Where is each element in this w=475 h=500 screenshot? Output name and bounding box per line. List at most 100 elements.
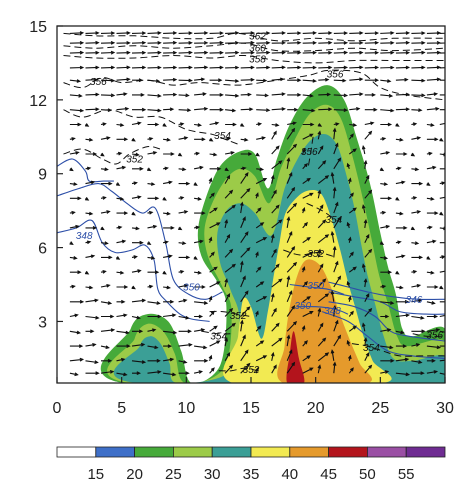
- wind-vector: [208, 236, 213, 243]
- wind-vector: [162, 180, 173, 185]
- wind-vector: [178, 136, 189, 140]
- wind-vector: [317, 337, 327, 347]
- wind-vector: [178, 93, 190, 98]
- wind-vector: [255, 325, 262, 332]
- wind-vector: [162, 240, 169, 245]
- wind-vector: [116, 165, 127, 170]
- wind-vector: [240, 362, 251, 374]
- wind-vector: [178, 31, 193, 35]
- wind-vector: [147, 314, 162, 319]
- wind-vector: [178, 167, 187, 172]
- wind-vector: [318, 107, 333, 112]
- wind-vector: [348, 310, 354, 317]
- wind-vector: [147, 370, 162, 374]
- wind-vector: [101, 255, 113, 260]
- wind-vector: [439, 32, 445, 34]
- wind-vector: [224, 167, 229, 172]
- wind-vector: [69, 40, 85, 45]
- wind-vector: [147, 328, 157, 333]
- wind-vector: [147, 93, 162, 98]
- theta-contour-354-10: [201, 330, 231, 335]
- wind-vector: [348, 325, 357, 332]
- wind-vector: [426, 106, 440, 111]
- wind-vector: [317, 160, 327, 170]
- wind-vector: [317, 145, 324, 155]
- wind-vector: [333, 142, 339, 155]
- wind-vector: [426, 256, 431, 260]
- contour-label-356-3: 356: [90, 77, 107, 88]
- wind-vector: [147, 224, 158, 229]
- wind-vector: [286, 290, 293, 303]
- wind-vector: [85, 315, 100, 320]
- wind-vector: [286, 157, 291, 169]
- wind-vector: [100, 301, 113, 305]
- wind-vector: [100, 78, 116, 83]
- wind-vector: [395, 344, 408, 348]
- wind-vector: [302, 296, 311, 303]
- wind-vector: [194, 225, 201, 230]
- wind-vector: [317, 352, 330, 362]
- wind-vector: [163, 137, 171, 142]
- wind-vector: [270, 351, 275, 361]
- colorbar-swatch-1: [95, 446, 136, 458]
- wind-vector: [439, 52, 445, 54]
- wind-vector: [100, 152, 105, 157]
- wind-vector: [411, 31, 426, 35]
- y-tick-label-15: 15: [29, 19, 47, 36]
- wind-vector: [225, 31, 240, 35]
- wind-vector: [100, 108, 113, 113]
- wind-vector: [286, 305, 296, 317]
- wind-vector: [132, 166, 144, 171]
- wind-vector: [364, 130, 373, 140]
- theta-contour-354-11: [351, 343, 445, 357]
- wind-vector: [271, 337, 283, 347]
- x-tick-label-10: 10: [177, 400, 195, 417]
- wind-vector: [380, 284, 387, 289]
- wind-vector: [101, 358, 113, 363]
- x-tick-label-20: 20: [307, 400, 325, 417]
- wind-vector: [286, 216, 291, 228]
- theta-e-contour-unlabeled-6: [321, 311, 445, 359]
- wind-vector: [271, 263, 280, 273]
- wind-vector: [395, 226, 408, 230]
- wind-vector: [411, 329, 426, 334]
- wind-vector: [225, 122, 237, 127]
- wind-vector: [411, 136, 422, 140]
- wind-vector: [348, 148, 357, 155]
- wind-vector: [439, 94, 445, 96]
- wind-vector: [426, 31, 442, 35]
- theta-contour-356-6: [307, 136, 314, 169]
- reflectivity-region-45dbz: [286, 331, 305, 383]
- wind-vector: [286, 231, 293, 243]
- wind-vector: [286, 143, 298, 155]
- wind-vector: [287, 31, 302, 35]
- wind-vector: [255, 266, 262, 273]
- wind-vector: [225, 108, 237, 113]
- wind-vector: [178, 226, 183, 231]
- reflectivity-fill-layer: [100, 85, 445, 383]
- wind-vector: [410, 152, 416, 157]
- contour-label-358-2: 358: [249, 55, 266, 66]
- wind-vector: [194, 270, 202, 275]
- wind-vector: [69, 299, 85, 304]
- wind-vector: [286, 361, 296, 374]
- wind-vector: [69, 256, 78, 260]
- wind-vector: [240, 187, 251, 199]
- wind-vector: [240, 349, 249, 362]
- wind-vector: [286, 275, 291, 288]
- wind-vector: [69, 137, 76, 141]
- wind-vector: [132, 107, 147, 112]
- wind-vector: [163, 344, 173, 348]
- wind-vector: [163, 92, 178, 97]
- wind-vector: [209, 367, 215, 374]
- wind-vector: [271, 248, 277, 258]
- wind-vector: [286, 261, 298, 273]
- theta-contour-356-12: [412, 333, 445, 337]
- wind-vector: [69, 182, 78, 186]
- wind-vector: [332, 304, 337, 317]
- wind-vector: [395, 77, 409, 82]
- wind-vector: [349, 77, 364, 82]
- wind-vector: [333, 260, 339, 273]
- wind-vector: [271, 41, 286, 45]
- wind-vector: [209, 137, 214, 142]
